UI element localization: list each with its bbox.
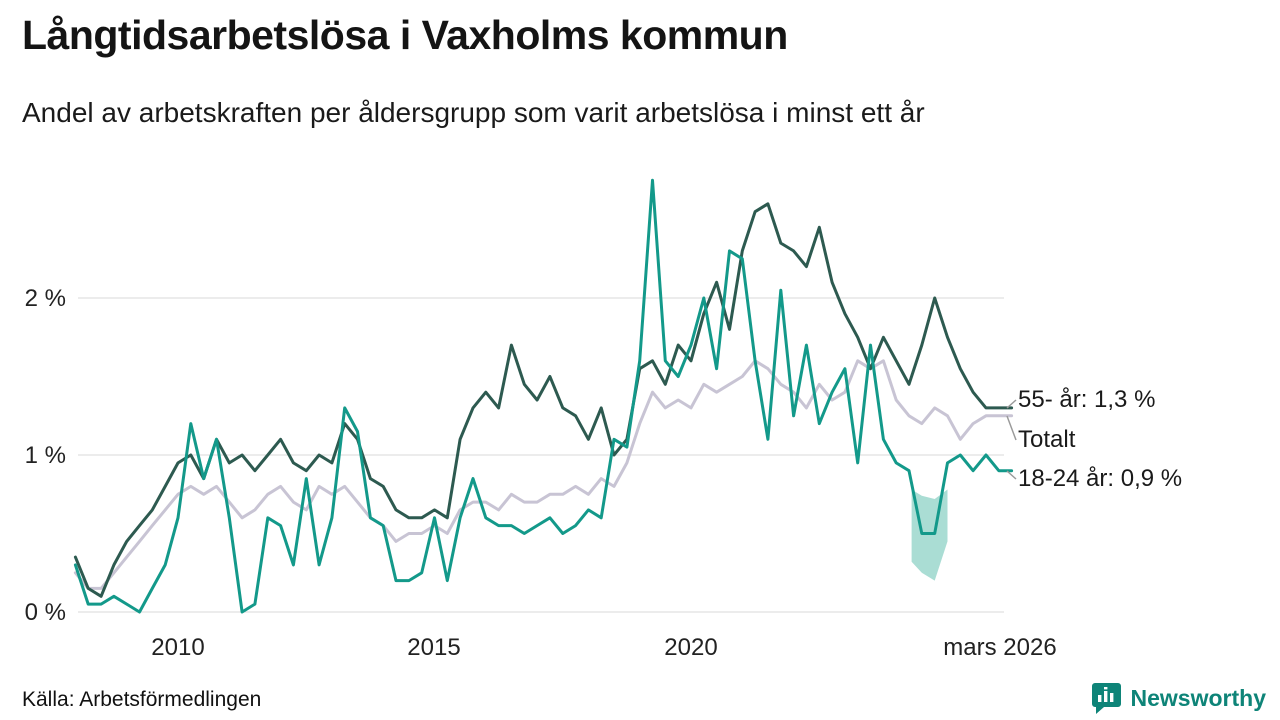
series-label-18-24: 18-24 år: 0,9 % [1018, 465, 1183, 492]
chart-subtitle: Andel av arbetskraften per åldersgrupp s… [22, 97, 925, 128]
series-line-18-24 [73, 178, 1014, 614]
y-axis-tick-labels: 2 % 1 % 0 % [25, 285, 66, 626]
newsworthy-icon [1091, 683, 1121, 714]
y-tick-2: 2 % [25, 285, 66, 312]
line-chart: 2 % 1 % 0 % 2010 2015 2020 mars 2026 [25, 178, 1057, 661]
newsworthy-logo[interactable]: Newsworthy [1091, 682, 1266, 715]
source-note: Källa: Arbetsförmedlingen [22, 688, 262, 711]
series-line-55plus [73, 202, 1014, 598]
label-connectors [1006, 399, 1017, 480]
gridlines [78, 297, 1004, 613]
y-tick-0: 0 % [25, 599, 66, 626]
series-label-totalt: Totalt [1018, 426, 1076, 453]
chart-title: Långtidsarbetslösa i Vaxholms kommun [22, 12, 788, 58]
newsworthy-wordmark: Newsworthy [1130, 685, 1266, 711]
x-tick-2010: 2010 [151, 634, 204, 661]
series-label-55plus: 55- år: 1,3 % [1018, 386, 1156, 413]
x-tick-2020: 2020 [664, 634, 717, 661]
x-tick-2015: 2015 [407, 634, 460, 661]
series-line-totalt [73, 359, 1014, 590]
y-tick-1: 1 % [25, 442, 66, 469]
x-tick-mars-2026: mars 2026 [943, 634, 1056, 661]
x-axis-tick-labels: 2010 2015 2020 mars 2026 [151, 634, 1056, 661]
